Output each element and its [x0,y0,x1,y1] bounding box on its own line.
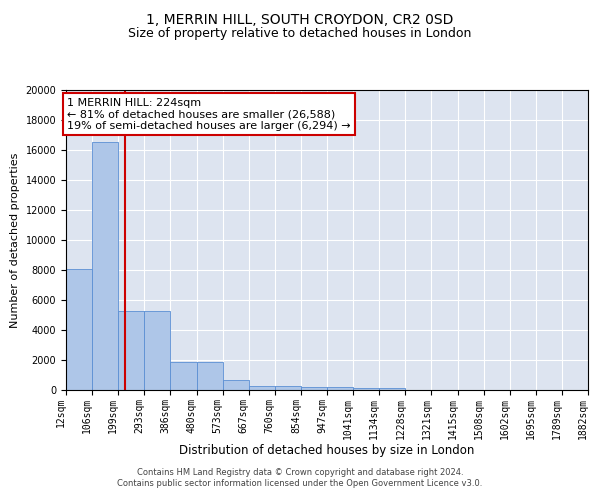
Bar [118,310,145,390]
Bar [249,386,275,390]
Bar [92,142,118,390]
Bar [223,380,249,390]
Bar [170,362,197,390]
Bar [301,387,327,390]
Bar [275,386,301,390]
X-axis label: Distribution of detached houses by size in London: Distribution of detached houses by size … [179,444,475,458]
Text: 1 MERRIN HILL: 224sqm
← 81% of detached houses are smaller (26,588)
19% of semi-: 1 MERRIN HILL: 224sqm ← 81% of detached … [67,98,351,130]
Bar [327,388,353,390]
Y-axis label: Number of detached properties: Number of detached properties [10,152,20,328]
Bar [197,362,223,390]
Bar [379,388,406,390]
Bar [145,310,170,390]
Text: Size of property relative to detached houses in London: Size of property relative to detached ho… [128,28,472,40]
Bar [66,268,92,390]
Text: Contains HM Land Registry data © Crown copyright and database right 2024.
Contai: Contains HM Land Registry data © Crown c… [118,468,482,487]
Text: 1, MERRIN HILL, SOUTH CROYDON, CR2 0SD: 1, MERRIN HILL, SOUTH CROYDON, CR2 0SD [146,12,454,26]
Bar [353,388,379,390]
